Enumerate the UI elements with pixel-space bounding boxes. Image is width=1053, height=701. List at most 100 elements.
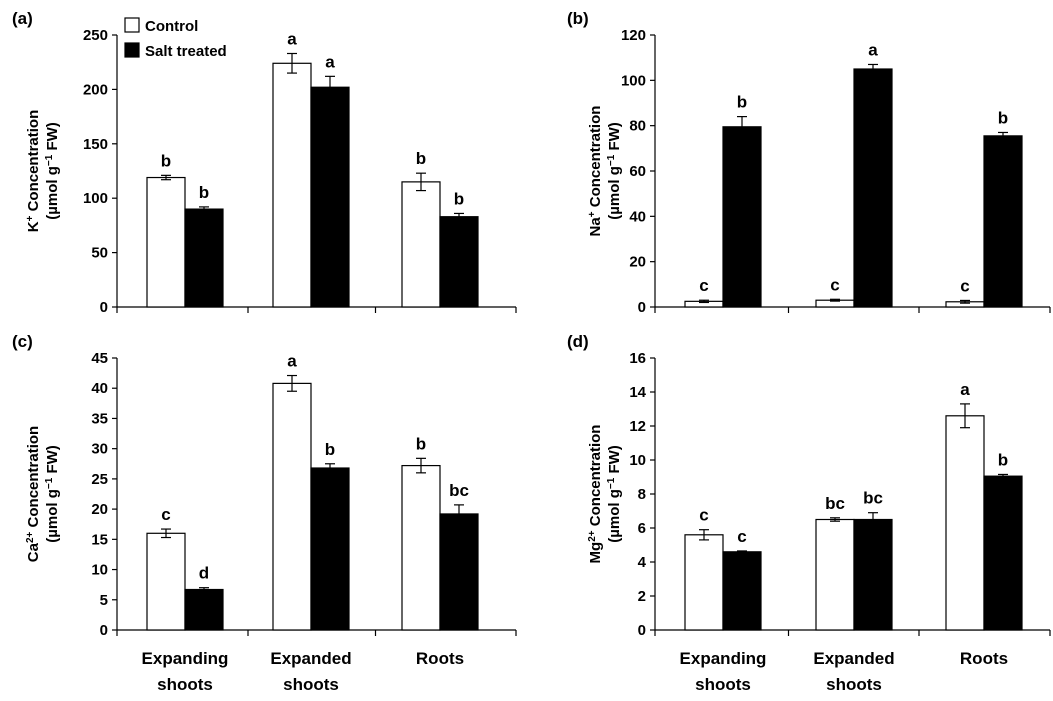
bar-salt xyxy=(853,68,893,308)
significance-letter: a xyxy=(325,52,335,71)
legend-swatch-control xyxy=(124,17,140,33)
bar-salt xyxy=(722,126,762,308)
chart-panel-4: (d) 0 2 4 6 8 10 12 14 16 Mg2+ Concentration (µmol … xyxy=(567,332,1051,694)
category-label: shoots xyxy=(826,675,882,694)
bar-control xyxy=(401,464,441,631)
bar-control xyxy=(272,62,312,308)
y-axis-label-line1: Ca2+ Concentration xyxy=(25,426,43,562)
bar-salt xyxy=(983,475,1023,631)
y-tick-label: 14 xyxy=(629,384,646,401)
y-tick-label: 20 xyxy=(91,501,108,518)
y-axis-label-line2: (µmol g−1 FW) xyxy=(606,122,624,220)
y-tick-label: 25 xyxy=(91,471,108,488)
y-tick-label: 12 xyxy=(629,418,646,435)
significance-letter: d xyxy=(199,564,209,583)
y-tick-label: 0 xyxy=(100,299,108,316)
y-axis-label-line2: (µmol g−1 FW) xyxy=(44,122,62,220)
bar-control xyxy=(146,176,186,308)
bar-control xyxy=(945,415,985,631)
chart-panel-2: (b) 0 20 40 60 80 100 120 Na+ Concentration (µmol… xyxy=(567,9,1051,316)
y-tick-label: 0 xyxy=(100,622,108,639)
bar-control xyxy=(815,518,855,631)
significance-letter: a xyxy=(287,29,297,48)
y-tick-label: 45 xyxy=(91,350,108,367)
y-tick-label: 250 xyxy=(83,27,108,44)
y-axis-label-line1: Mg2+ Concentration xyxy=(587,425,605,564)
y-tick-label: 120 xyxy=(621,27,646,44)
significance-letter: b xyxy=(737,93,747,112)
significance-letter: b xyxy=(416,434,426,453)
bar-salt xyxy=(853,518,893,631)
legend-label: Control xyxy=(145,18,198,35)
significance-letter: c xyxy=(699,276,708,295)
legend-label: Salt treated xyxy=(145,43,227,60)
significance-letter: c xyxy=(699,506,708,525)
category-label: Expanding xyxy=(680,649,767,668)
significance-letter: bc xyxy=(863,489,883,508)
y-tick-label: 40 xyxy=(629,208,646,225)
y-tick-label: 10 xyxy=(91,562,108,579)
significance-letter: c xyxy=(830,275,839,294)
significance-letter: c xyxy=(161,505,170,524)
category-label: Roots xyxy=(416,649,464,668)
y-tick-label: 60 xyxy=(629,163,646,180)
chart-panel-1: (a) 0 50 100 150 200 250 K+ Concentration (µmol … xyxy=(12,9,517,316)
y-axis-label-line2: (µmol g−1 FW) xyxy=(44,445,62,543)
significance-letter: b xyxy=(998,108,1008,127)
significance-letter: a xyxy=(960,380,970,399)
category-label: Roots xyxy=(960,649,1008,668)
y-tick-label: 16 xyxy=(629,350,646,367)
chart-panel-3: (c) 0 5 10 15 20 25 30 35 40 45 Ca2+ Concentration(… xyxy=(12,332,517,694)
significance-letter: a xyxy=(868,40,878,59)
significance-letter: b xyxy=(416,149,426,168)
panel-label: (b) xyxy=(567,9,589,28)
y-tick-label: 80 xyxy=(629,118,646,135)
y-tick-label: 10 xyxy=(629,452,646,469)
y-tick-label: 2 xyxy=(638,588,646,605)
significance-letter: b xyxy=(161,151,171,170)
y-tick-label: 100 xyxy=(83,190,108,207)
y-axis-label: Mg2+ Concentration (µmol g−1 FW) xyxy=(587,425,624,564)
y-axis-label: Ca2+ Concentration (µmol g−1 FW) xyxy=(25,426,62,562)
significance-letter: b xyxy=(998,450,1008,469)
bar-salt xyxy=(184,208,224,308)
y-tick-label: 50 xyxy=(91,245,108,262)
panel-label: (a) xyxy=(12,9,33,28)
y-axis-label-line2: (µmol g−1 FW) xyxy=(606,445,624,543)
y-axis-label-line1: Na+ Concentration xyxy=(587,106,605,237)
significance-letter: b xyxy=(199,183,209,202)
bar-salt xyxy=(184,588,224,631)
y-axis-label: K+ Concentration (µmol g−1 FW) xyxy=(25,110,62,233)
y-tick-label: 30 xyxy=(91,441,108,458)
y-tick-label: 40 xyxy=(91,380,108,397)
y-tick-label: 6 xyxy=(638,520,646,537)
category-label: shoots xyxy=(695,675,751,694)
category-label: Expanded xyxy=(813,649,894,668)
category-label: shoots xyxy=(157,675,213,694)
significance-letter: a xyxy=(287,352,297,371)
significance-letter: bc xyxy=(825,494,845,513)
bar-salt xyxy=(310,467,350,631)
y-tick-label: 8 xyxy=(638,486,646,503)
y-axis-label: Na+ Concentration (µmol g−1 FW) xyxy=(587,106,624,237)
significance-letter: c xyxy=(737,527,746,546)
significance-letter: b xyxy=(454,189,464,208)
y-tick-label: 0 xyxy=(638,299,646,316)
significance-letter: c xyxy=(960,276,969,295)
y-tick-label: 5 xyxy=(100,592,108,609)
y-tick-label: 100 xyxy=(621,72,646,89)
bar-salt xyxy=(983,135,1023,308)
bar-salt xyxy=(439,216,479,308)
bar-control xyxy=(146,532,186,631)
bar-control xyxy=(684,534,724,631)
y-tick-label: 200 xyxy=(83,81,108,98)
y-axis-label-line1: K+ Concentration xyxy=(25,110,43,233)
bar-salt xyxy=(722,551,762,631)
significance-letter: bc xyxy=(449,481,469,500)
y-tick-label: 150 xyxy=(83,136,108,153)
significance-letter: b xyxy=(325,440,335,459)
panel-label: (c) xyxy=(12,332,33,351)
y-tick-label: 4 xyxy=(638,554,647,571)
legend: Control Salt treated xyxy=(124,17,227,60)
